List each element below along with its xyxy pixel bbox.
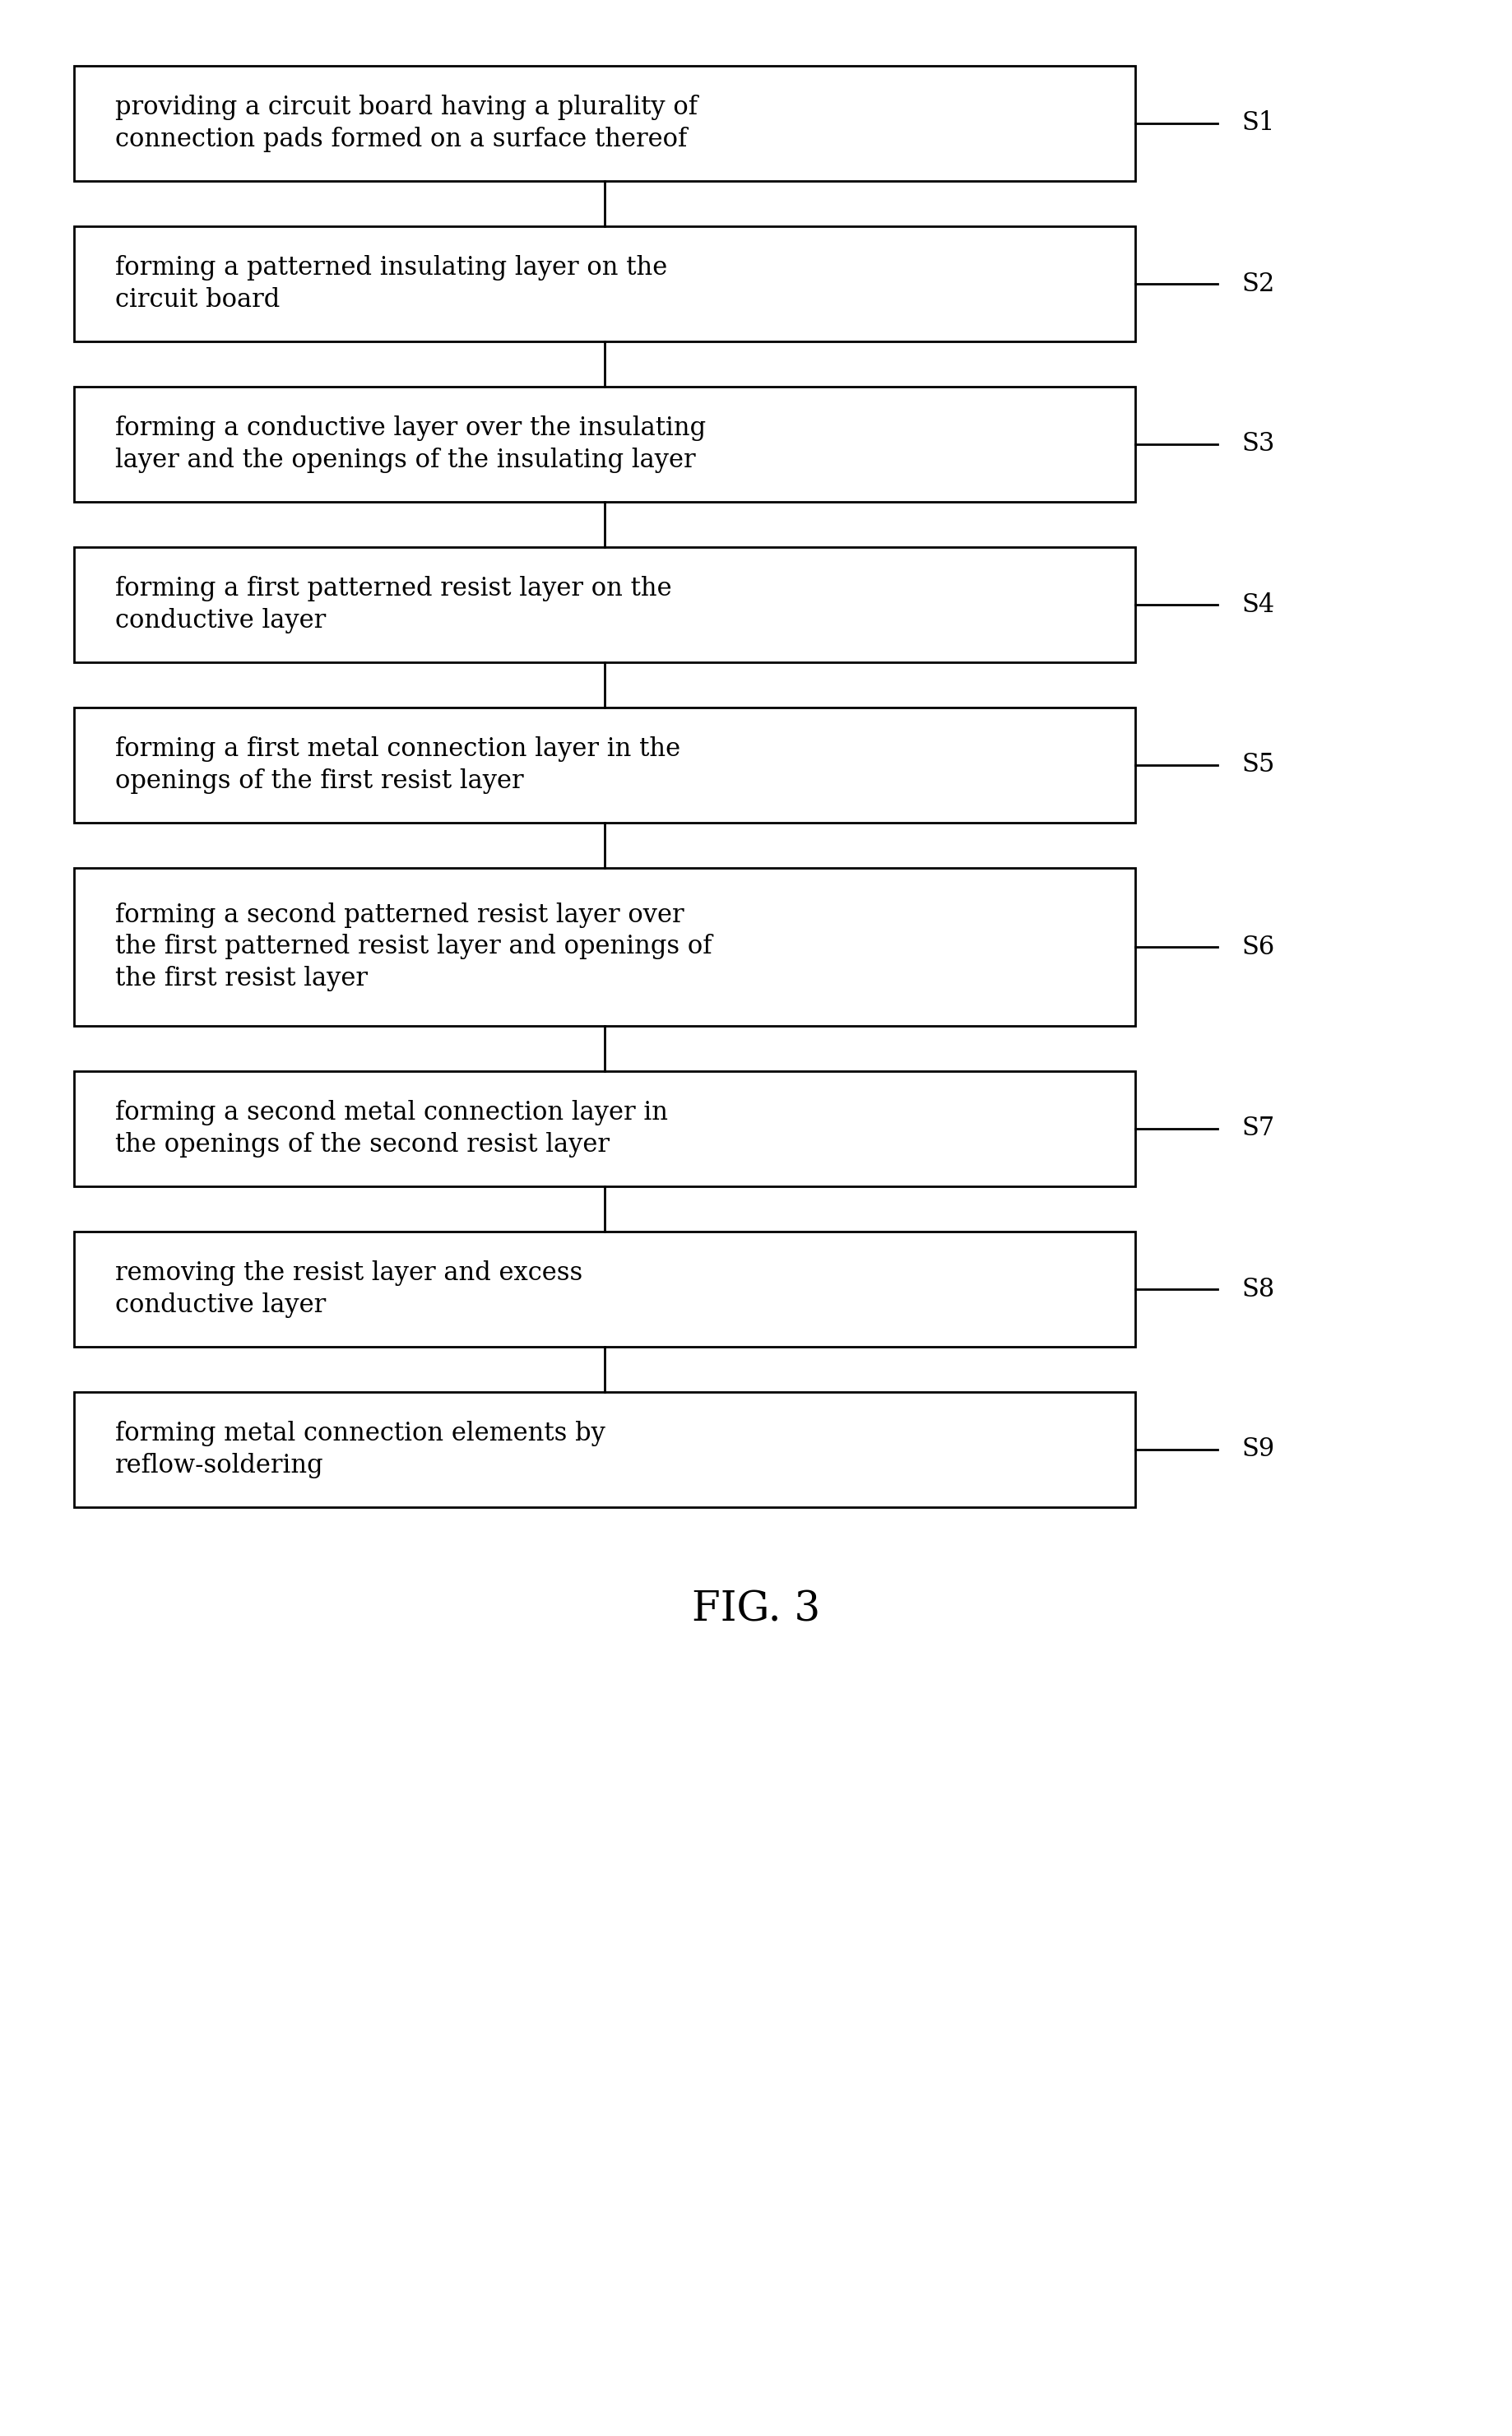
Text: forming metal connection elements by
reflow-soldering: forming metal connection elements by ref…	[115, 1420, 605, 1479]
Text: forming a conductive layer over the insulating
layer and the openings of the ins: forming a conductive layer over the insu…	[115, 417, 706, 473]
Text: S9: S9	[1243, 1437, 1275, 1462]
Text: FIG. 3: FIG. 3	[691, 1588, 821, 1630]
Bar	[74, 867, 1136, 1026]
Bar	[74, 1391, 1136, 1508]
Text: forming a patterned insulating layer on the
circuit board: forming a patterned insulating layer on …	[115, 256, 667, 312]
Text: S8: S8	[1243, 1276, 1275, 1301]
Bar	[74, 706, 1136, 823]
Text: S5: S5	[1243, 753, 1276, 777]
Bar	[74, 548, 1136, 663]
Bar	[74, 227, 1136, 341]
Bar	[74, 1233, 1136, 1347]
Text: forming a second metal connection layer in
the openings of the second resist lay: forming a second metal connection layer …	[115, 1101, 668, 1157]
Bar	[74, 387, 1136, 502]
Text: S1: S1	[1243, 110, 1276, 136]
Text: S6: S6	[1243, 933, 1275, 960]
Text: removing the resist layer and excess
conductive layer: removing the resist layer and excess con…	[115, 1262, 582, 1318]
Bar	[74, 66, 1136, 180]
Text: forming a first metal connection layer in the
openings of the first resist layer: forming a first metal connection layer i…	[115, 736, 680, 794]
Text: S4: S4	[1243, 592, 1275, 616]
Text: S3: S3	[1243, 431, 1276, 458]
Text: S2: S2	[1243, 270, 1276, 297]
Text: forming a second patterned resist layer over
the first patterned resist layer an: forming a second patterned resist layer …	[115, 904, 712, 991]
Bar	[74, 1072, 1136, 1186]
Text: forming a first patterned resist layer on the
conductive layer: forming a first patterned resist layer o…	[115, 577, 671, 633]
Text: S7: S7	[1243, 1116, 1275, 1142]
Text: providing a circuit board having a plurality of
connection pads formed on a surf: providing a circuit board having a plura…	[115, 95, 697, 151]
